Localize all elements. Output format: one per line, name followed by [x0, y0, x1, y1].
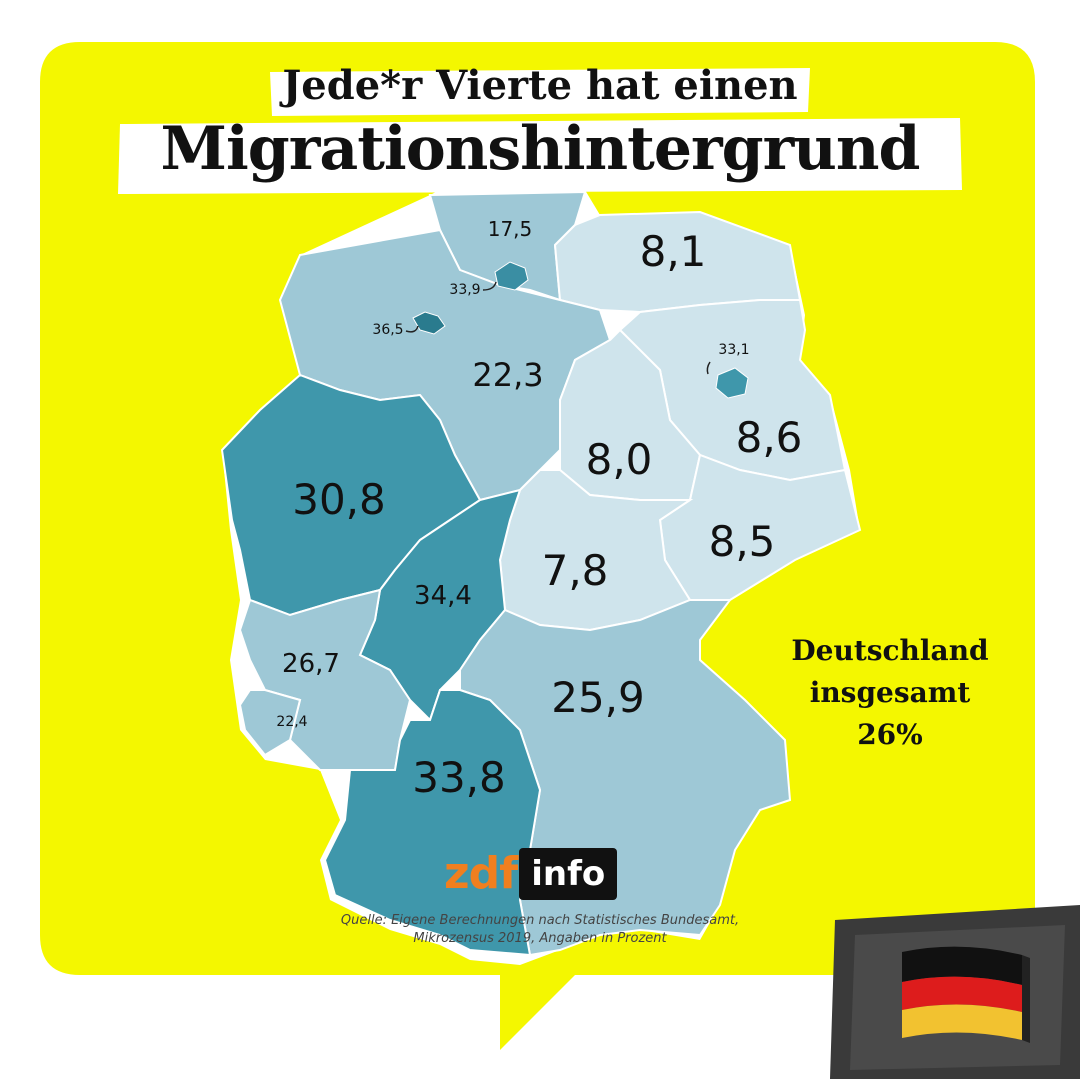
total-label-line2: insgesamt	[809, 676, 971, 709]
logo-info: info	[519, 848, 618, 900]
value-bayern: 25,9	[551, 673, 645, 722]
value-berlin: 33,1	[718, 342, 749, 358]
value-rheinland-pfalz: 26,7	[282, 649, 340, 679]
source-line1: Quelle: Eigene Berechnungen nach Statist…	[340, 913, 740, 928]
value-hessen: 34,4	[414, 581, 472, 611]
value-saarland: 22,4	[276, 714, 307, 730]
total-value: 26%	[857, 718, 923, 751]
source-line2: Mikrozensus 2019, Angaben in Prozent	[413, 931, 667, 946]
value-niedersachsen: 22,3	[472, 356, 543, 394]
zdfinfo-logo: zdf info	[444, 848, 618, 900]
source-note: Quelle: Eigene Berechnungen nach Statist…	[280, 912, 800, 948]
logo-zdf: zdf	[444, 848, 518, 899]
states	[220, 190, 862, 957]
title-highlight-line2	[118, 118, 962, 194]
state-hessen	[358, 488, 522, 722]
value-sachsen: 8,5	[709, 517, 776, 566]
leader-line-bremen	[405, 325, 419, 333]
flag-corner	[830, 905, 1080, 1079]
state-baden-wuerttemberg	[323, 689, 542, 957]
state-hamburg	[494, 261, 529, 291]
value-schleswig-holstein: 17,5	[488, 217, 533, 241]
value-nordrhein-westfalen: 30,8	[292, 475, 386, 524]
state-berlin	[715, 367, 749, 399]
title-line-2: Migrationshintergrund	[160, 114, 921, 184]
value-bremen: 36,5	[372, 322, 403, 338]
value-baden-wuerttemberg: 33,8	[412, 753, 506, 802]
german-flag-icon	[902, 946, 1030, 1043]
total-label-line1: Deutschland	[791, 634, 989, 667]
value-sachsen-anhalt: 8,0	[586, 435, 653, 484]
state-saarland	[238, 689, 302, 757]
title-line-1: Jede*r Vierte hat einen	[282, 62, 798, 109]
value-hamburg: 33,9	[449, 282, 480, 298]
leader-line-hamburg	[482, 281, 497, 291]
title-highlight-line1	[270, 68, 810, 116]
germany-total: Deutschland insgesamt 26%	[770, 630, 1010, 756]
leader-line-berlin	[706, 361, 711, 375]
state-bremen	[412, 311, 446, 335]
value-brandenburg: 8,6	[736, 413, 803, 462]
value-mecklenburg-vorpommern: 8,1	[640, 227, 707, 276]
value-thueringen: 7,8	[542, 546, 609, 595]
